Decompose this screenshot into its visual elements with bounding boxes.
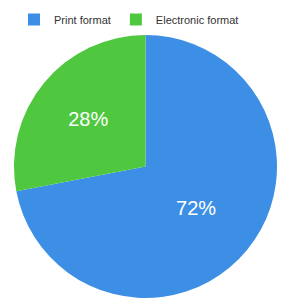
svg-text:72%: 72% [176, 197, 216, 219]
svg-text:Print format: Print format [54, 14, 111, 26]
svg-text:Electronic format: Electronic format [156, 14, 239, 26]
svg-text:28%: 28% [68, 108, 108, 130]
